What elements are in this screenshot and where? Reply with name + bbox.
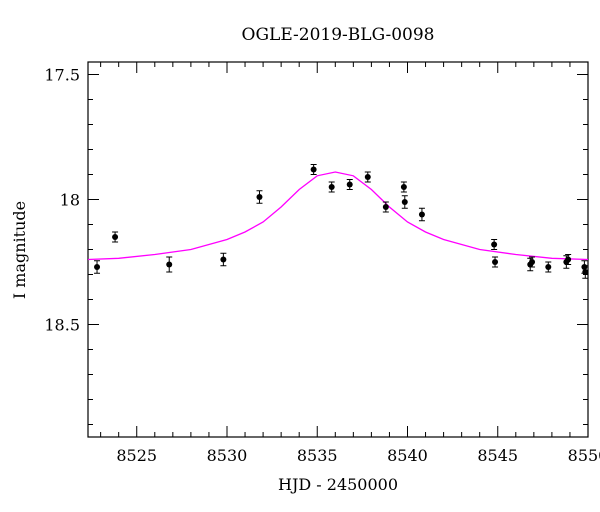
point-marker [581, 264, 588, 270]
data-point [400, 181, 407, 193]
point-marker [382, 204, 389, 210]
y-tick-label: 17.5 [44, 66, 80, 85]
data-point [364, 171, 371, 183]
point-marker [166, 261, 173, 268]
x-tick-labels: 8525 8530 8535 8540 8545 8550 [116, 446, 600, 465]
axis-ticks [88, 62, 589, 437]
data-points-group [94, 164, 589, 279]
data-point [166, 256, 173, 273]
x-tick-label: 8540 [387, 446, 428, 465]
x-tick-label: 8525 [116, 446, 157, 465]
data-point [382, 201, 389, 213]
model-curve-group [87, 171, 589, 261]
data-point [565, 254, 572, 265]
x-axis-label: HJD - 2450000 [278, 475, 398, 494]
y-axis-label: I magnitude [10, 201, 29, 299]
data-point [491, 239, 498, 250]
point-marker [401, 199, 408, 205]
point-marker [112, 234, 119, 240]
point-marker [492, 259, 499, 265]
point-marker [400, 184, 407, 190]
data-point [418, 207, 425, 222]
chart-title: OGLE-2019-BLG-0098 [242, 25, 435, 45]
data-point [492, 256, 499, 268]
point-marker [364, 174, 371, 180]
point-marker [565, 256, 572, 263]
y-tick-labels: 17.5 18 18.5 [44, 66, 80, 335]
data-point [346, 179, 353, 190]
data-point [328, 181, 335, 193]
data-point [220, 252, 227, 267]
data-point [94, 260, 101, 274]
point-marker [220, 256, 227, 263]
point-marker [94, 264, 101, 270]
data-point [582, 265, 589, 279]
model-curve [87, 171, 589, 261]
y-tick-label: 18 [60, 191, 80, 210]
x-tick-label: 8530 [207, 446, 248, 465]
point-marker [346, 181, 353, 188]
plot-frame [87, 61, 589, 438]
point-marker [328, 184, 335, 190]
data-point [112, 231, 119, 243]
point-marker [529, 259, 536, 265]
point-marker [491, 241, 498, 248]
data-point [529, 256, 536, 268]
x-tick-label: 8550 [568, 446, 600, 465]
x-tick-label: 8545 [477, 446, 518, 465]
point-marker [545, 264, 552, 270]
point-marker [310, 166, 317, 173]
data-point [401, 195, 408, 209]
x-tick-label: 8535 [297, 446, 338, 465]
data-point [256, 190, 263, 204]
point-marker [582, 269, 589, 275]
point-marker [418, 211, 425, 218]
data-point [310, 164, 317, 175]
y-tick-label: 18.5 [44, 316, 80, 335]
data-point [545, 261, 552, 273]
point-marker [256, 194, 263, 200]
